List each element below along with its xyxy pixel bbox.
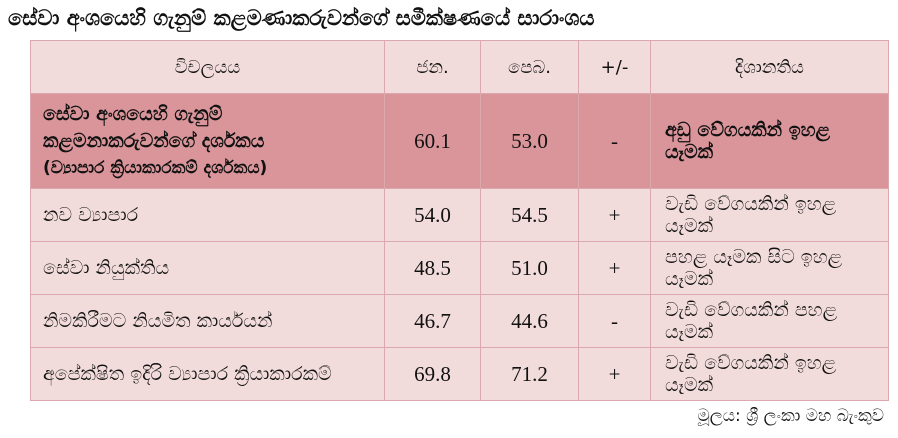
row-feb: 51.0: [480, 241, 579, 295]
row-feb: 71.2: [480, 347, 579, 401]
summary-feb: 53.0: [480, 93, 579, 189]
header-row: විචලයය ජන. පෙබ. +/- දිශානතිය: [30, 40, 889, 94]
summary-name-line2: කළමනාකරුවන්ගේ දර්ශකය: [43, 129, 265, 152]
header-jan: ජන.: [384, 40, 481, 94]
row-name: නව ව්‍යාපාර: [30, 188, 385, 242]
row-jan: 46.7: [384, 294, 481, 348]
row-change: +: [578, 347, 651, 401]
summary-name-line1: සේවා අංශයෙහි ගැනුම්: [43, 102, 223, 125]
row-change: -: [578, 294, 651, 348]
row-jan: 48.5: [384, 241, 481, 295]
row-jan: 69.8: [384, 347, 481, 401]
row-name: සේවා නියුක්තිය: [30, 241, 385, 295]
summary-change: -: [578, 93, 651, 189]
table-title: සේවා අංශයෙහි ගැනුම් කළමණාකරුවන්ගේ සමීක්ෂ…: [8, 6, 595, 30]
row-change: +: [578, 188, 651, 242]
row-direction: පහළ යෑමක සිට ඉහළ යෑමක්: [650, 241, 889, 295]
header-feb: පෙබ.: [480, 40, 579, 94]
table-row: සේවා නියුක්තිය 48.5 51.0 + පහළ යෑමක සිට …: [30, 241, 889, 295]
header-direction: දිශානතිය: [650, 40, 889, 94]
row-name: අපේක්ෂිත ඉදිරි ව්‍යාපාර ක්‍රියාකාරකම්: [30, 347, 385, 401]
header-category: විචලයය: [30, 40, 385, 94]
summary-jan: 60.1: [384, 93, 481, 189]
row-direction: වැඩි වේගයකින් පහළ යෑමක්: [650, 294, 889, 348]
summary-row: සේවා අංශයෙහි ගැනුම් කළමනාකරුවන්ගේ දර්ශකය…: [30, 93, 889, 189]
summary-name-line3: (ව්‍යාපාර ක්‍රියාකාරකම් දර්ශකය): [43, 157, 268, 178]
table-row: නව ව්‍යාපාර 54.0 54.5 + වැඩි වේගයකින් ඉහ…: [30, 188, 889, 242]
row-change: +: [578, 241, 651, 295]
row-jan: 54.0: [384, 188, 481, 242]
summary-name: සේවා අංශයෙහි ගැනුම් කළමනාකරුවන්ගේ දර්ශකය…: [30, 93, 385, 189]
row-name: නිමකිරීමට නියමිත කාර්යයන්: [30, 294, 385, 348]
summary-direction: අඩු වේගයකින් ඉහළ යෑමක්: [650, 93, 889, 189]
source-note: මූලය: ශ්‍රී ලංකා මහ බැංකුව: [697, 406, 884, 426]
row-feb: 54.5: [480, 188, 579, 242]
row-direction: වැඩි වේගයකින් ඉහළ යෑමක්: [650, 347, 889, 401]
header-change: +/-: [578, 40, 651, 94]
row-direction: වැඩි වේගයකින් ඉහළ යෑමක්: [650, 188, 889, 242]
row-feb: 44.6: [480, 294, 579, 348]
table-row: නිමකිරීමට නියමිත කාර්යයන් 46.7 44.6 - වැ…: [30, 294, 889, 348]
survey-summary-table: විචලයය ජන. පෙබ. +/- දිශානතිය සේවා අංශයෙහ…: [30, 40, 889, 401]
table-row: අපේක්ෂිත ඉදිරි ව්‍යාපාර ක්‍රියාකාරකම් 69…: [30, 347, 889, 401]
